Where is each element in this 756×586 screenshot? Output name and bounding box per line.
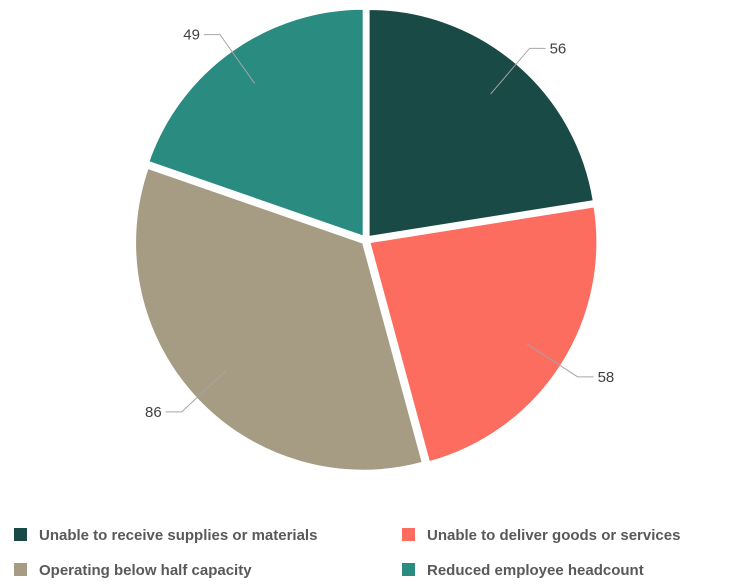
legend-swatch	[402, 528, 415, 541]
legend-label: Reduced employee headcount	[427, 562, 644, 579]
legend-swatch	[14, 563, 27, 576]
legend-item-unable-to-deliver-goods-or-services: Unable to deliver goods or services	[402, 527, 680, 544]
legend-item-unable-to-receive-supplies-or-materials: Unable to receive supplies or materials	[14, 527, 317, 544]
leader-line-unable-to-receive-supplies-or-materials	[490, 47, 546, 95]
data-label-unable-to-deliver-goods-or-services: 58	[598, 369, 615, 386]
legend-swatch	[402, 563, 415, 576]
data-label-operating-below-half-capacity: 86	[145, 404, 162, 421]
legend-label: Unable to deliver goods or services	[427, 527, 680, 544]
legend-item-operating-below-half-capacity: Operating below half capacity	[14, 562, 252, 579]
data-labels: 56 58 86 49	[145, 27, 614, 421]
data-label-reduced-employee-headcount: 49	[183, 27, 200, 44]
legend-label: Operating below half capacity	[39, 562, 252, 579]
legend: Unable to receive supplies or materials U…	[14, 527, 680, 579]
legend-label: Unable to receive supplies or materials	[39, 527, 317, 544]
leader-line-reduced-employee-headcount	[203, 34, 256, 84]
legend-item-reduced-employee-headcount: Reduced employee headcount	[402, 562, 644, 579]
data-label-unable-to-receive-supplies-or-materials: 56	[550, 40, 567, 57]
leader-line-operating-below-half-capacity	[165, 370, 226, 413]
leader-line-unable-to-deliver-goods-or-services	[526, 343, 594, 378]
legend-swatch	[14, 528, 27, 541]
pie-slices	[134, 7, 599, 472]
